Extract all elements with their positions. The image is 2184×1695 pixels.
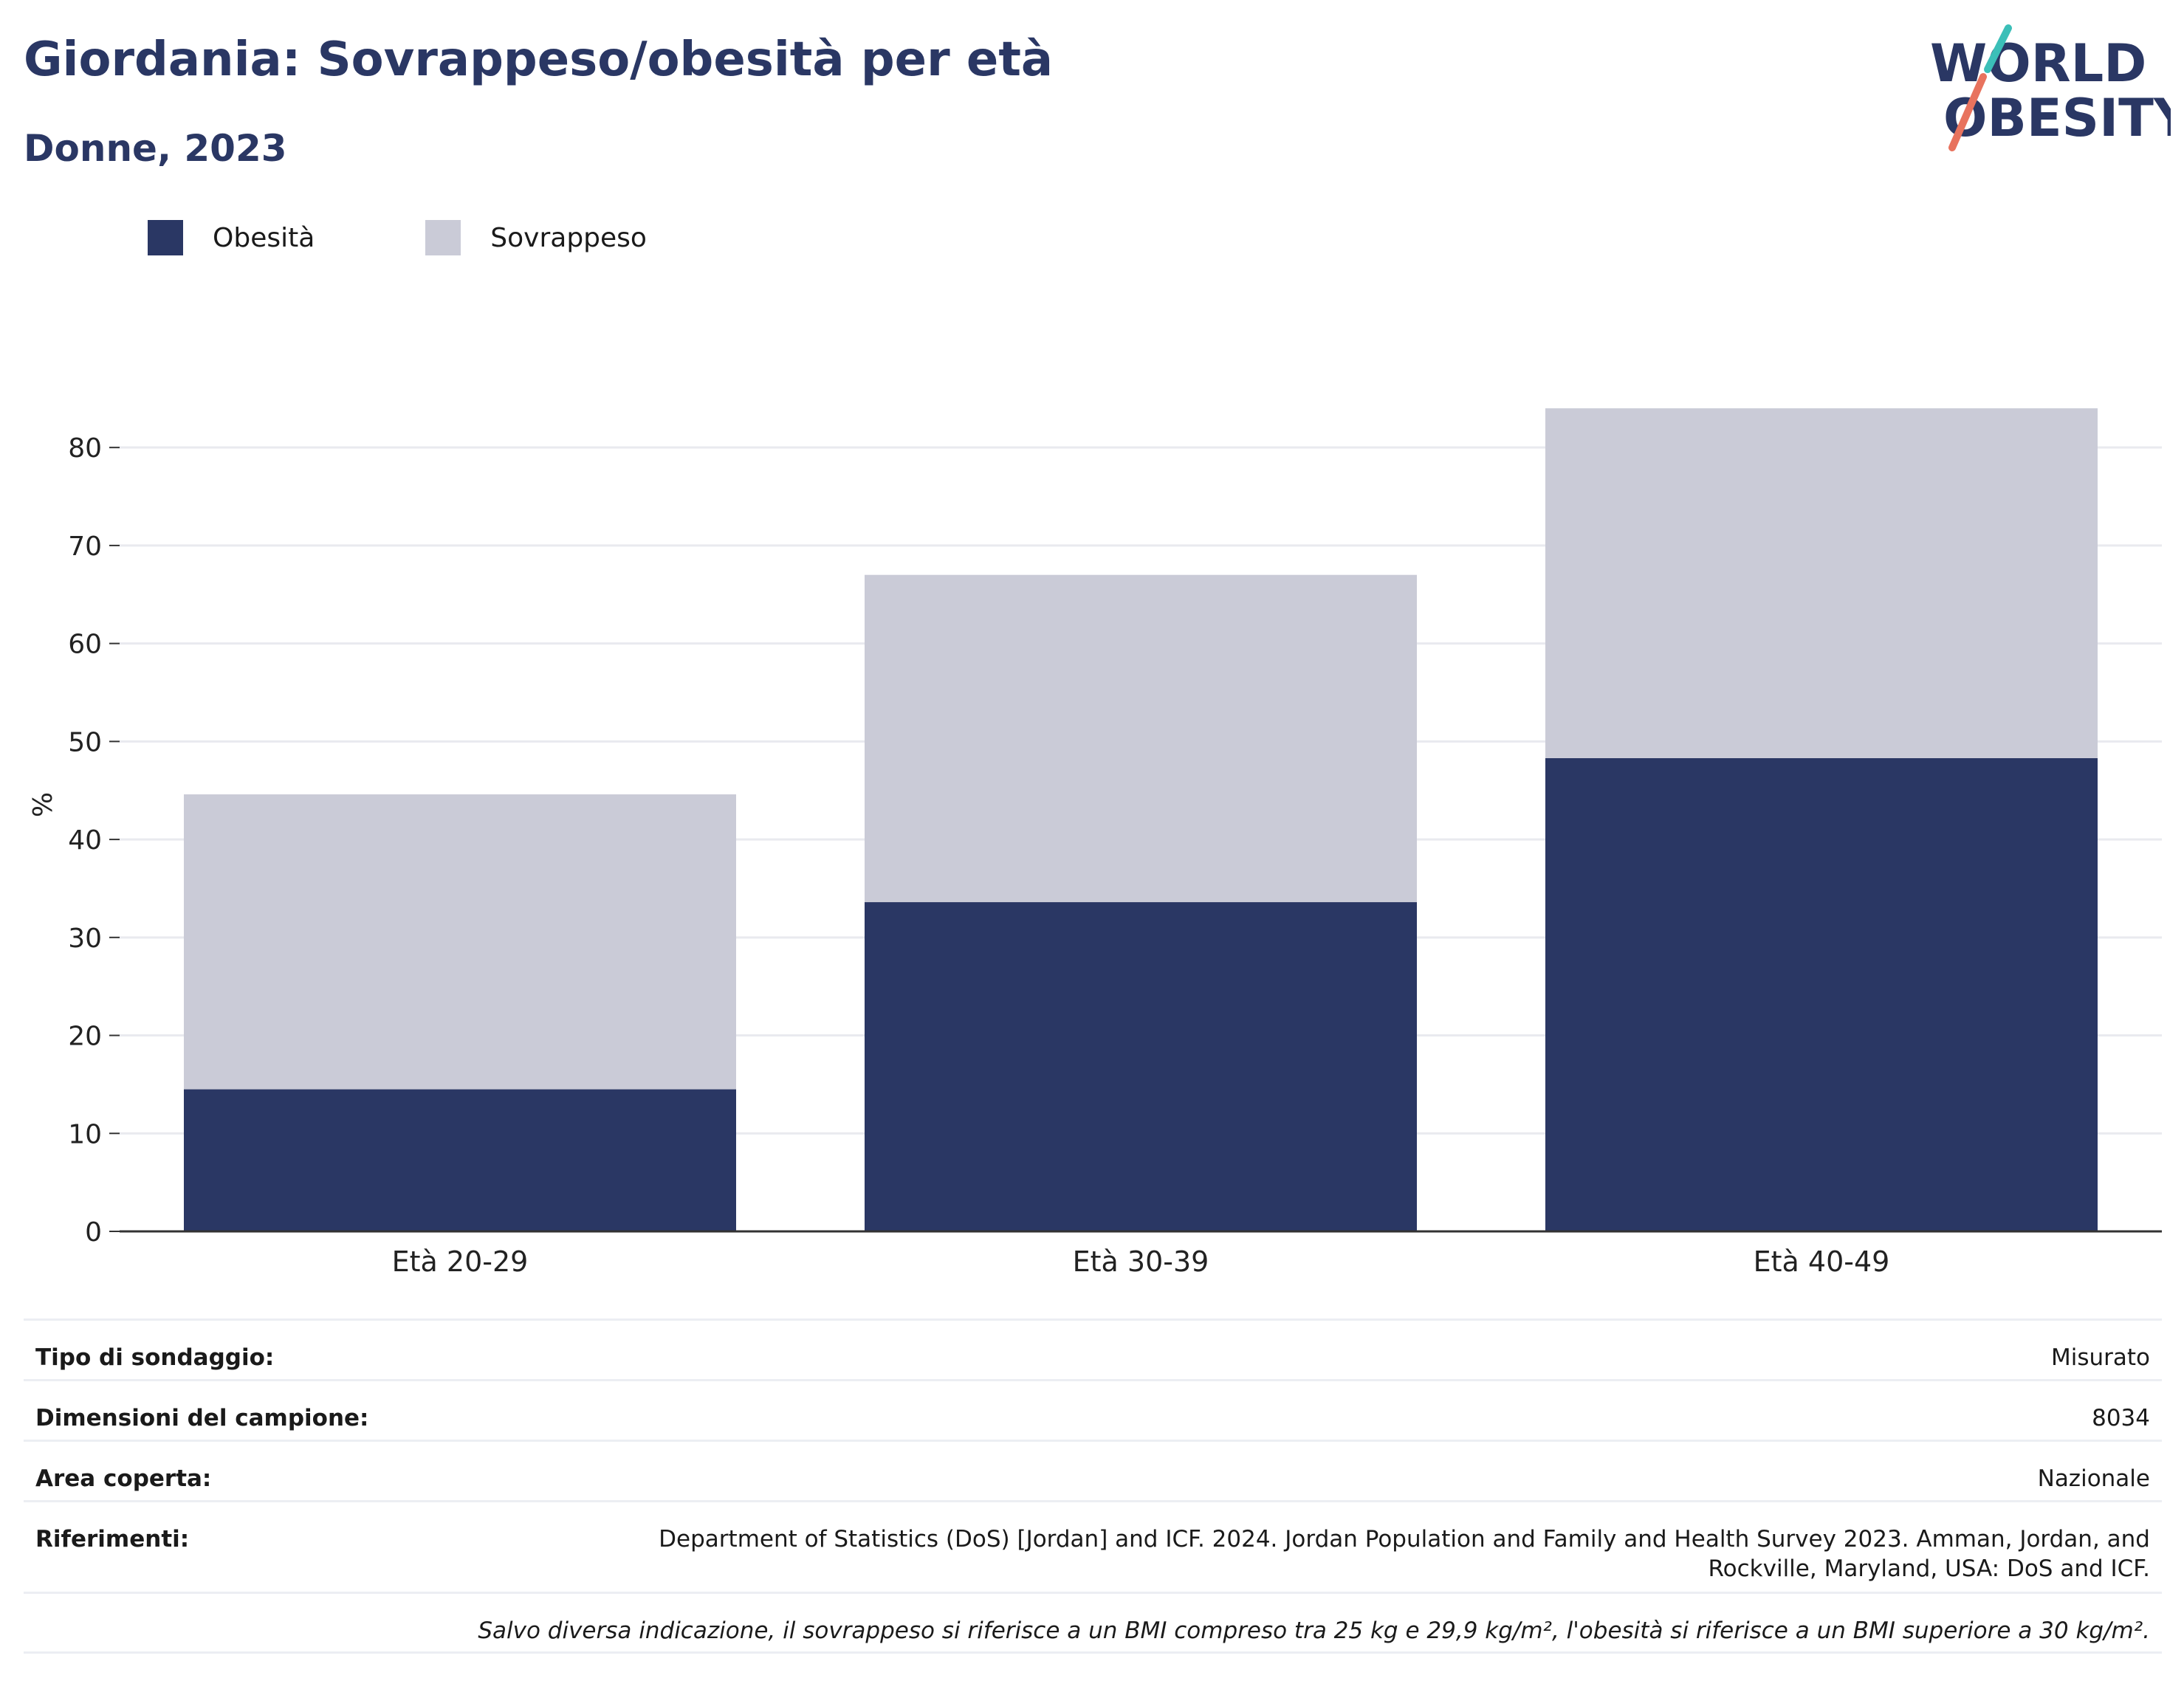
legend-label-obesity: Obesità xyxy=(213,222,315,253)
bar-obesity-2[interactable] xyxy=(865,902,1417,1231)
stacked-bar-chart: 0 10 20 30 40 50 60 70 80 Età 20-29 Età 30-39 Età 4… xyxy=(28,408,2162,1278)
info-row-references: Riferimenti: Department of Statistics (D… xyxy=(24,1500,2162,1592)
chart-subtitle: Donne, 2023 xyxy=(24,127,287,170)
y-tick-label: 0 xyxy=(85,1217,102,1248)
y-tick-label: 40 xyxy=(68,825,102,856)
bmi-definition-note: Salvo diversa indicazione, il sovrappeso… xyxy=(478,1617,2150,1644)
info-value: Department of Statistics (DoS) [Jordan] … xyxy=(659,1526,2150,1582)
legend-swatch-overweight xyxy=(425,220,461,255)
svg-text:OBESITY: OBESITY xyxy=(1943,88,2171,148)
info-value: Nazionale xyxy=(2037,1465,2150,1492)
world-obesity-logo: WORLD OBESITY xyxy=(1930,24,2171,151)
info-value: Misurato xyxy=(2050,1344,2150,1371)
y-tick-label: 10 xyxy=(68,1119,102,1149)
info-label: Dimensioni del campione: xyxy=(35,1405,369,1431)
info-row-sample-size: Dimensioni del campione: 8034 xyxy=(24,1379,2162,1440)
info-row-survey-type: Tipo di sondaggio: Misurato xyxy=(24,1318,2162,1379)
bars xyxy=(184,408,2098,1231)
x-tick-label: Età 30-39 xyxy=(1073,1245,1209,1278)
chart-legend: Obesità Sovrappeso xyxy=(148,220,758,255)
info-label: Tipo di sondaggio: xyxy=(35,1344,275,1371)
legend-item-obesity[interactable]: Obesità xyxy=(148,220,315,255)
y-tick-label: 70 xyxy=(68,532,102,562)
legend-swatch-obesity xyxy=(148,220,183,255)
info-row-note: Salvo diversa indicazione, il sovrappeso… xyxy=(24,1592,2162,1654)
x-tick-label: Età 40-49 xyxy=(1754,1245,1890,1278)
info-value: 8034 xyxy=(2092,1405,2150,1431)
bar-overweight-2[interactable] xyxy=(865,574,1417,903)
chart-title: Giordania: Sovrappeso/obesità per età xyxy=(24,32,1054,87)
bar-overweight-1[interactable] xyxy=(184,794,736,1090)
legend-item-overweight[interactable]: Sovrappeso xyxy=(425,220,647,255)
legend-label-overweight: Sovrappeso xyxy=(490,222,647,253)
y-tick-label: 60 xyxy=(68,630,102,660)
y-tick-label: 80 xyxy=(68,433,102,464)
y-tick-label: 50 xyxy=(68,727,102,757)
y-tick-label: 20 xyxy=(68,1022,102,1052)
bar-obesity-3[interactable] xyxy=(1545,757,2098,1231)
y-tick-label: 30 xyxy=(68,924,102,954)
bar-overweight-3[interactable] xyxy=(1545,408,2098,758)
survey-info-table: Tipo di sondaggio: Misurato Dimensioni d… xyxy=(24,1318,2162,1654)
info-label: Riferimenti: xyxy=(35,1526,190,1553)
svg-text:WORLD: WORLD xyxy=(1930,33,2146,94)
info-row-area: Area coperta: Nazionale xyxy=(24,1440,2162,1500)
bar-obesity-1[interactable] xyxy=(184,1089,736,1231)
x-tick-label: Età 20-29 xyxy=(392,1245,529,1278)
axes: 0 10 20 30 40 50 60 70 80 Età 20-29 Età 30-39 Età 4… xyxy=(68,433,2162,1278)
y-axis-label: % xyxy=(28,792,58,817)
info-label: Area coperta: xyxy=(35,1465,212,1492)
